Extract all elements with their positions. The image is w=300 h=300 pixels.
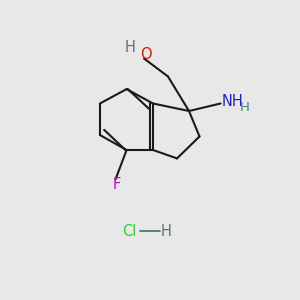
Text: F: F: [113, 177, 121, 192]
Text: H: H: [161, 224, 172, 238]
Text: O: O: [140, 47, 151, 62]
Text: H: H: [125, 40, 136, 56]
Text: H: H: [240, 100, 250, 114]
Text: Cl: Cl: [122, 224, 136, 238]
Text: NH: NH: [222, 94, 244, 110]
